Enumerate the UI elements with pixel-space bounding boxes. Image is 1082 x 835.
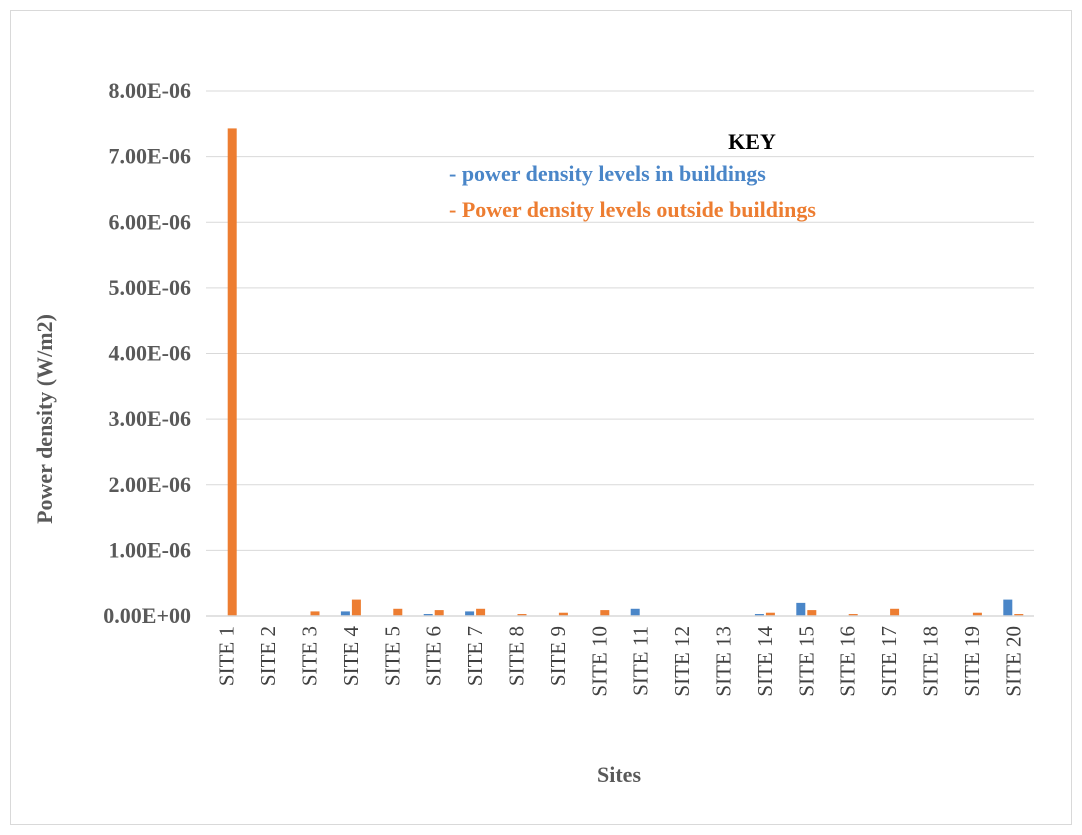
legend-entry-in-buildings: - power density levels in buildings — [449, 161, 766, 186]
x-tick-label: SITE 6 — [422, 626, 446, 686]
x-tick-label: SITE 13 — [712, 626, 736, 697]
bar-outside-buildings-1 — [227, 128, 237, 616]
y-tick-label: 5.00E-06 — [109, 275, 192, 300]
bar-outside-buildings-7 — [476, 608, 486, 616]
x-tick-label: SITE 11 — [629, 626, 653, 696]
x-tick-label: SITE 16 — [836, 626, 860, 697]
y-tick-label: 2.00E-06 — [109, 472, 192, 497]
legend-title: KEY — [728, 129, 776, 154]
legend: KEY - power density levels in buildings … — [449, 129, 816, 222]
bar-outside-buildings-15 — [807, 610, 817, 616]
x-tick-label: SITE 7 — [463, 626, 487, 686]
bar-outside-buildings-6 — [434, 610, 444, 616]
bar-outside-buildings-3 — [310, 611, 320, 616]
x-tick-label: SITE 8 — [505, 626, 529, 686]
bar-in-buildings-15 — [796, 602, 806, 616]
x-tick-label: SITE 19 — [960, 626, 984, 697]
bar-outside-buildings-20 — [1014, 614, 1024, 616]
x-tick-label: SITE 12 — [670, 626, 694, 697]
y-tick-label: 0.00E+00 — [103, 603, 191, 628]
bar-outside-buildings-5 — [393, 608, 403, 616]
bar-outside-buildings-4 — [351, 599, 361, 616]
bar-in-buildings-4 — [340, 611, 350, 616]
x-tick-label: SITE 3 — [298, 626, 322, 686]
bar-outside-buildings-10 — [600, 610, 610, 616]
bar-outside-buildings-17 — [890, 608, 900, 616]
x-tick-label: SITE 10 — [587, 626, 611, 697]
y-tick-label: 6.00E-06 — [109, 209, 192, 234]
bar-in-buildings-14 — [754, 614, 764, 616]
bar-outside-buildings-16 — [848, 614, 858, 616]
x-tick-label: SITE 15 — [794, 626, 818, 697]
bar-in-buildings-6 — [423, 614, 433, 616]
x-tick-label: SITE 4 — [339, 626, 363, 687]
y-tick-label: 7.00E-06 — [109, 144, 192, 169]
x-tick-label: SITE 18 — [919, 626, 943, 697]
chart-frame — [10, 10, 1072, 825]
bar-outside-buildings-8 — [517, 614, 527, 616]
y-axis-ticks: 0.00E+00 1.00E-06 2.00E-06 3.00E-06 4.00E-06… — [103, 78, 191, 628]
x-axis-ticks: SITE 1 SITE 2 SITE 3 SITE 4 SITE 5 SITE 6 SITE… — [215, 626, 1026, 697]
bar-outside-buildings-14 — [765, 612, 775, 616]
x-tick-label: SITE 14 — [753, 626, 777, 697]
x-tick-label: SITE 9 — [546, 626, 570, 686]
bar-in-buildings-11 — [630, 608, 640, 616]
gridlines — [206, 90, 1034, 551]
bar-outside-buildings-9 — [558, 612, 568, 616]
x-axis-title: Sites — [597, 762, 641, 787]
x-tick-label: SITE 20 — [1001, 626, 1025, 697]
y-axis-title: Power density (W/m2) — [32, 314, 57, 524]
bar-outside-buildings-19 — [972, 612, 982, 616]
y-tick-label: 8.00E-06 — [109, 78, 192, 103]
x-tick-label: SITE 17 — [877, 626, 901, 697]
bars — [227, 128, 1024, 616]
x-tick-label: SITE 5 — [380, 626, 404, 686]
y-tick-label: 1.00E-06 — [109, 537, 192, 562]
y-tick-label: 4.00E-06 — [109, 341, 192, 366]
x-tick-label: SITE 1 — [215, 626, 239, 686]
legend-entry-outside-buildings: - Power density levels outside buildings — [449, 197, 816, 222]
bar-in-buildings-7 — [465, 611, 475, 616]
x-tick-label: SITE 2 — [256, 626, 280, 686]
bar-in-buildings-20 — [1003, 599, 1013, 616]
y-tick-label: 3.00E-06 — [109, 406, 192, 431]
